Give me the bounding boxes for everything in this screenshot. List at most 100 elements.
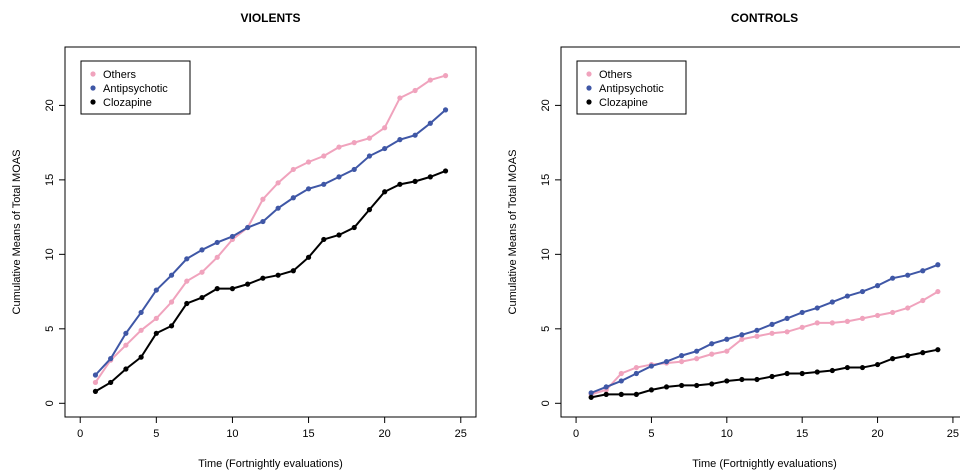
point [275,272,281,278]
point [229,233,236,240]
point [245,224,251,231]
legend-box [576,60,687,115]
point [199,269,205,275]
series-line [590,348,939,399]
x-tick-label: 25 [455,428,467,440]
y-tick-label: 15 [540,174,552,186]
point [709,381,715,387]
point [366,135,373,141]
point [769,373,775,380]
chart: VIOLENTS Time (Fortnightly evaluations) Cu… [11,11,477,470]
point [829,367,835,374]
point [633,391,639,397]
point [336,144,342,150]
point [305,186,312,192]
point [366,207,373,213]
point [138,309,144,316]
legend-marker [90,71,96,77]
point [920,297,926,304]
point [663,358,670,365]
point [92,379,99,386]
point [442,107,449,113]
y-tick-label: 10 [540,248,552,260]
point [442,168,449,174]
point [382,189,388,195]
point [769,321,775,327]
point [814,305,820,311]
point [603,384,609,390]
point [905,272,911,278]
point [874,361,881,368]
point [874,283,881,289]
point [351,140,357,146]
x-tick-label: 15 [302,428,314,440]
point [709,351,715,357]
x-tick-label: 10 [226,428,238,440]
x-tick-label: 20 [379,428,391,440]
point [739,332,745,338]
point [260,275,266,281]
chart-title: VIOLENTS [240,11,300,25]
chart: CONTROLS Time (Fortnightly evaluations) Cu… [507,11,960,470]
point [260,196,266,202]
legend-marker [586,99,592,105]
y-axis-label: Cumulative Means of Total MOAS [507,150,519,315]
point [108,379,114,386]
point [153,315,159,321]
point [290,166,296,173]
point [859,315,866,321]
point [618,378,624,384]
point [784,315,790,321]
point [920,268,926,274]
point [275,205,281,211]
point [784,370,790,377]
point [397,181,403,187]
point [290,195,296,201]
point [214,254,220,260]
point [412,178,418,184]
point [739,376,745,383]
point [290,268,296,274]
point [412,132,418,138]
point [382,145,388,152]
legend-box [80,60,191,115]
point [427,77,433,83]
point [168,323,175,329]
point [935,347,941,353]
point [123,342,129,348]
x-tick-label: 15 [796,428,808,440]
plot-frame [64,46,477,418]
point [844,364,851,371]
point [321,153,327,159]
point [694,382,700,389]
point [754,376,760,383]
y-axis-label: Cumulative Means of Total MOAS [11,150,23,315]
point [754,333,760,339]
x-axis-label: Time (Fortnightly evaluations) [692,458,836,470]
point [739,336,745,342]
point [799,309,805,316]
x-tick-label: 0 [573,428,579,440]
series-line [94,109,447,376]
point [678,382,685,389]
point [905,305,911,311]
point [799,370,805,377]
point [844,318,851,324]
point [184,300,190,307]
point [321,181,327,187]
point [799,324,805,330]
point [366,153,373,159]
y-tick-label: 20 [540,99,552,111]
point [678,358,685,365]
point [678,353,685,359]
point [618,391,624,397]
point [694,348,700,354]
x-tick-label: 0 [77,428,83,440]
point [138,327,144,333]
point [603,391,609,397]
point [935,262,941,268]
point [336,232,342,238]
y-tick-label: 20 [44,99,56,111]
plot-frame [560,46,960,418]
point [829,299,835,305]
